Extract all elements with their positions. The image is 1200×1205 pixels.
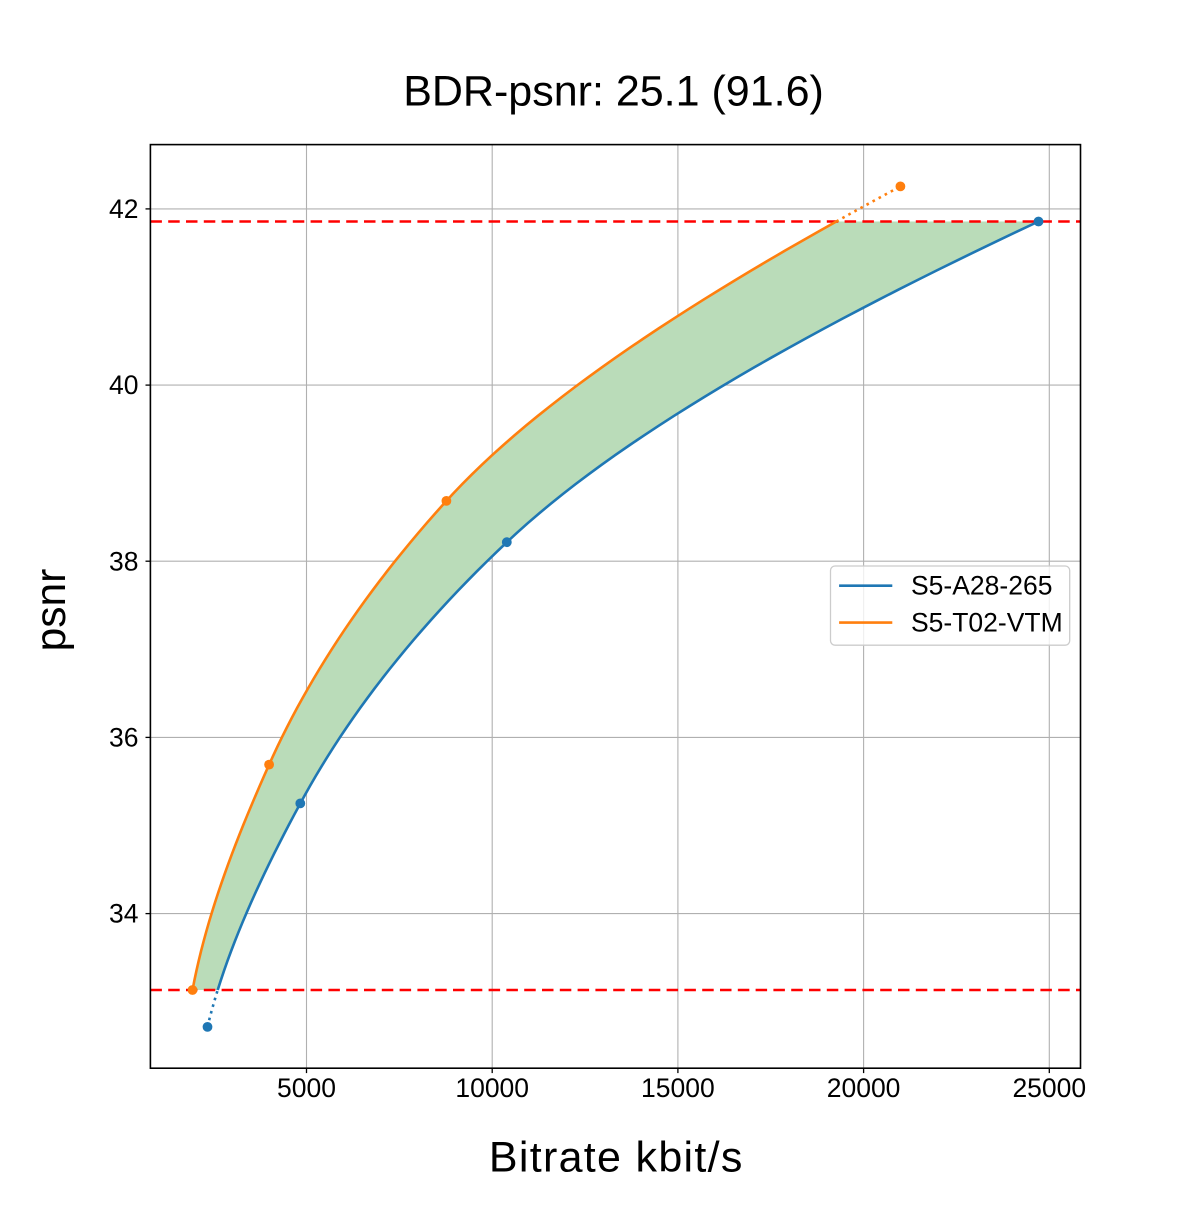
svg-text:34: 34: [109, 899, 138, 929]
svg-text:40: 40: [109, 370, 138, 400]
svg-text:5000: 5000: [277, 1073, 336, 1103]
svg-text:S5-A28-265: S5-A28-265: [911, 571, 1052, 601]
svg-text:36: 36: [109, 723, 138, 753]
svg-text:BDR-psnr: 25.1 (91.6): BDR-psnr: 25.1 (91.6): [403, 67, 824, 115]
svg-text:42: 42: [109, 194, 138, 224]
svg-text:15000: 15000: [641, 1073, 715, 1103]
svg-text:10000: 10000: [455, 1073, 529, 1103]
svg-text:38: 38: [109, 546, 138, 576]
svg-text:20000: 20000: [827, 1073, 901, 1103]
svg-text:psnr: psnr: [28, 569, 75, 652]
svg-text:S5-T02-VTM: S5-T02-VTM: [911, 608, 1063, 638]
svg-text:Bitrate kbit/s: Bitrate kbit/s: [489, 1134, 744, 1182]
svg-text:25000: 25000: [1012, 1073, 1086, 1103]
